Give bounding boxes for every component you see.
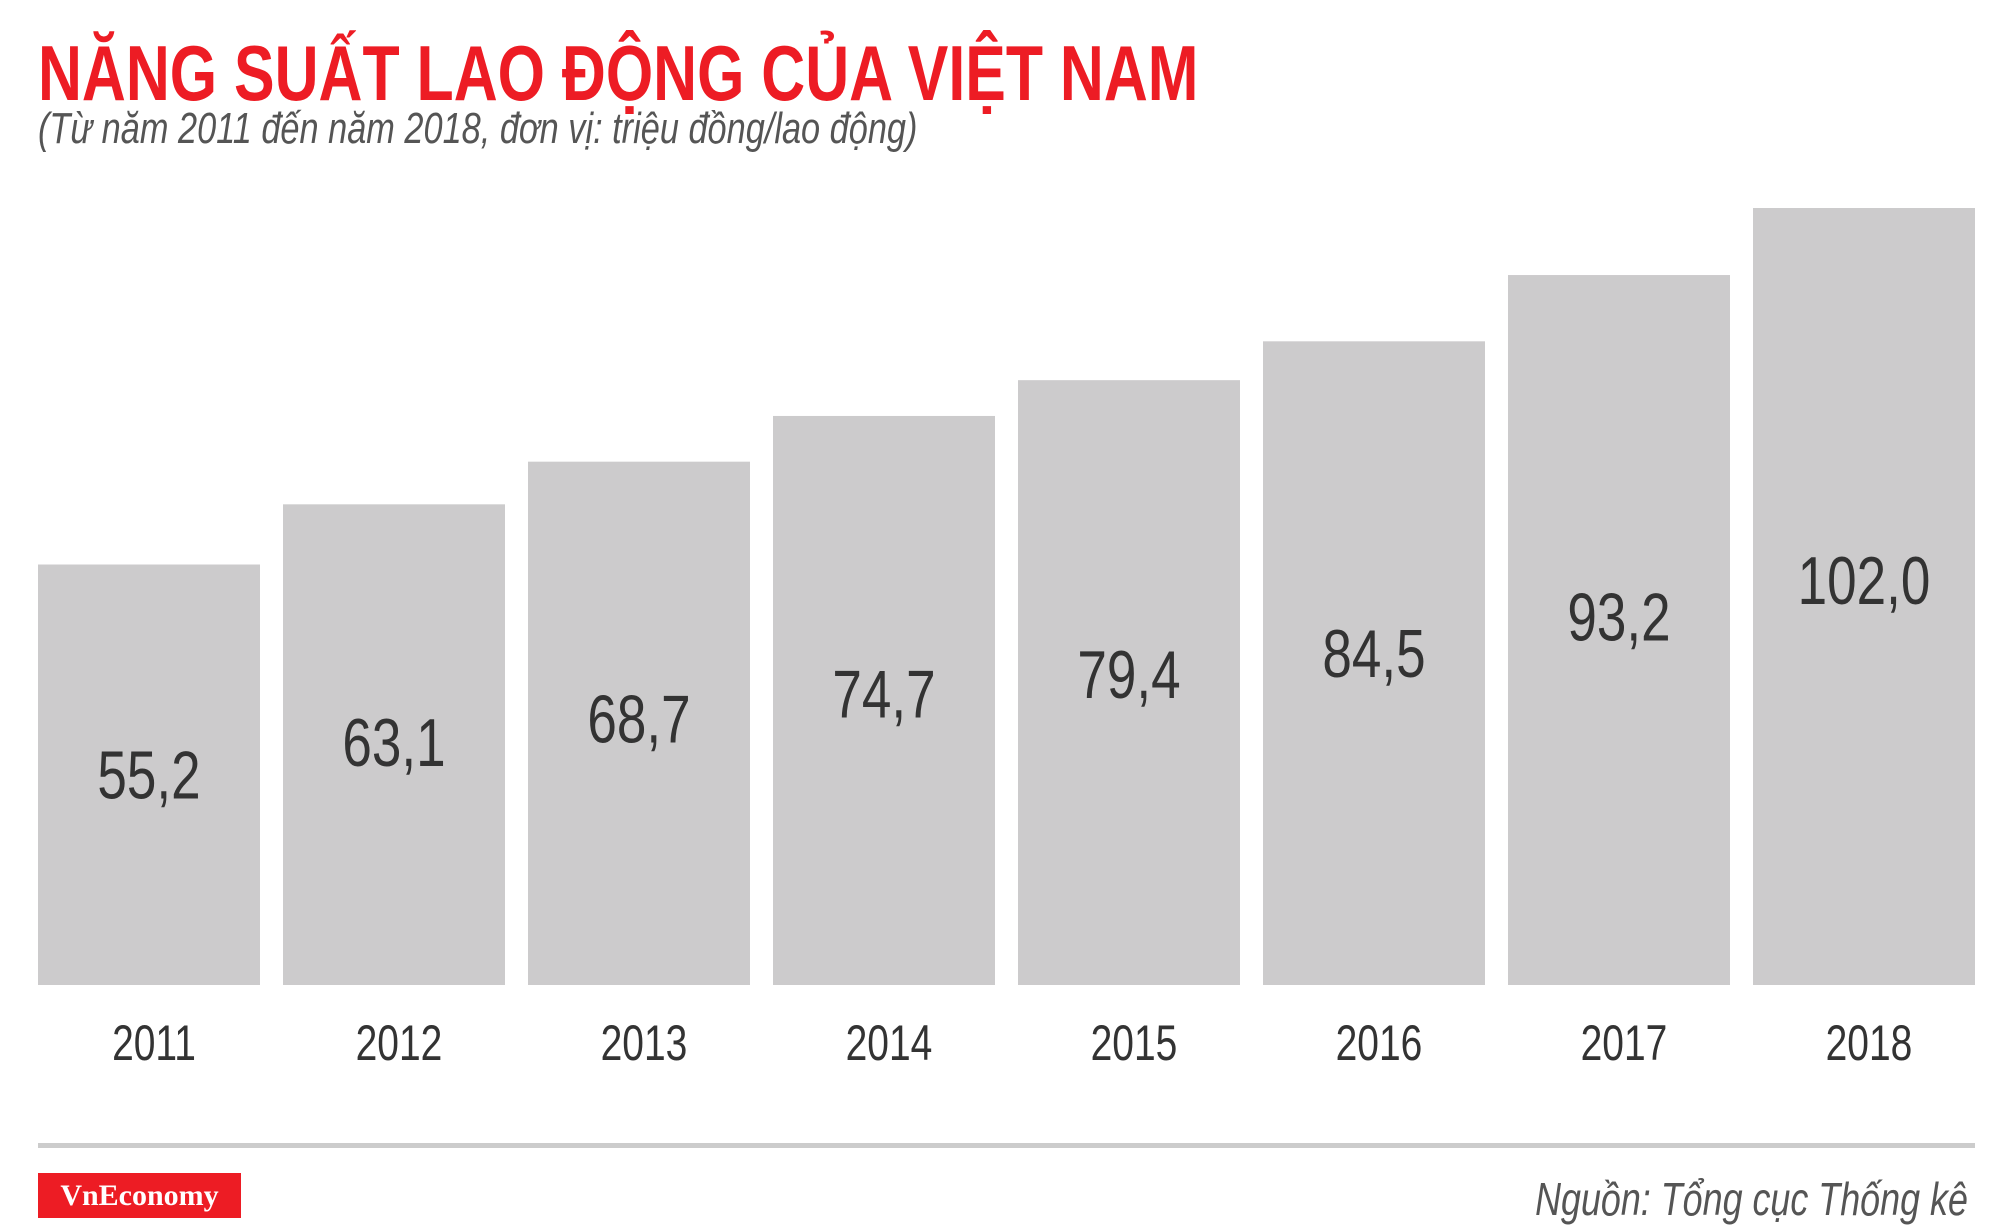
bar-2015 xyxy=(1018,380,1240,985)
bar-2018 xyxy=(1753,208,1975,985)
x-tick-label: 2017 xyxy=(1581,1014,1668,1071)
x-tick-label: 2011 xyxy=(112,1014,196,1071)
value-label: 55,2 xyxy=(97,737,200,813)
value-label: 63,1 xyxy=(342,704,445,780)
bar-2016 xyxy=(1263,341,1485,985)
vneconomy-logo: VnEconomy xyxy=(38,1173,241,1218)
value-label: 79,4 xyxy=(1077,637,1180,713)
value-label: 74,7 xyxy=(832,656,935,732)
bar-2012 xyxy=(283,504,505,985)
x-tick-label: 2018 xyxy=(1826,1014,1913,1071)
value-label: 93,2 xyxy=(1567,579,1670,655)
x-tick-label: 2016 xyxy=(1336,1014,1423,1071)
x-tick-label: 2015 xyxy=(1091,1014,1178,1071)
value-label: 84,5 xyxy=(1322,615,1425,691)
bar-2014 xyxy=(773,415,995,985)
divider xyxy=(38,1143,1975,1148)
x-tick-label: 2013 xyxy=(601,1014,688,1071)
x-tick-label: 2014 xyxy=(846,1014,933,1071)
chart-title: NĂNG SUẤT LAO ĐỘNG CỦA VIỆT NAM xyxy=(38,29,1199,117)
value-label: 102,0 xyxy=(1798,543,1931,619)
chart-subtitle: (Từ năm 2011 đến năm 2018, đơn vị: triệu… xyxy=(38,104,918,153)
value-label: 68,7 xyxy=(587,681,690,757)
bar-2011 xyxy=(38,564,260,985)
bar-2017 xyxy=(1508,275,1730,986)
bar-2013 xyxy=(528,461,750,986)
source-note: Nguồn: Tổng cục Thống kê xyxy=(1535,1173,1968,1225)
x-tick-label: 2012 xyxy=(356,1014,443,1071)
